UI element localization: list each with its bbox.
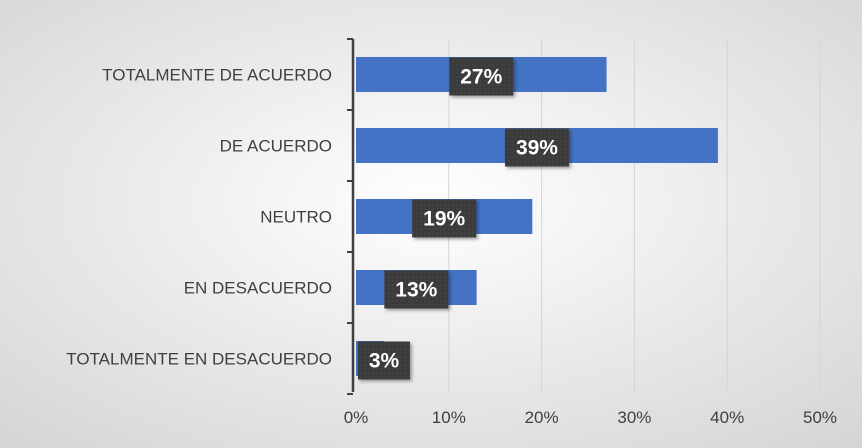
x-tick-label: 20% (525, 408, 559, 427)
data-label-box (449, 57, 514, 96)
category-label: NEUTRO (260, 208, 332, 227)
data-label: 3% (369, 350, 400, 373)
data-label-box (384, 270, 449, 309)
x-tick-labels: 0% 10% 20% 30% 40% 50% (344, 408, 837, 427)
data-label: 27% (460, 66, 502, 89)
gridlines (448, 39, 821, 392)
x-tick-label: 0% (344, 408, 369, 427)
x-tick-label: 40% (710, 408, 744, 427)
data-label: 39% (516, 137, 558, 160)
category-label: DE ACUERDO (220, 137, 332, 156)
category-label: TOTALMENTE DE ACUERDO (102, 66, 332, 85)
data-label-box (504, 128, 569, 167)
x-tick-label: 30% (617, 408, 651, 427)
category-labels: TOTALMENTE DE ACUERDO DE ACUERDO NEUTRO EN … (66, 66, 332, 369)
data-labels: 27% 39% 19% 13% 3% (358, 57, 569, 380)
data-label-box (412, 199, 477, 238)
category-axis (347, 38, 355, 395)
x-tick-label: 10% (432, 408, 466, 427)
data-label-box (358, 341, 410, 380)
data-label: 13% (395, 279, 437, 302)
category-label: TOTALMENTE EN DESACUERDO (66, 350, 332, 369)
category-label: EN DESACUERDO (184, 279, 332, 298)
data-label: 19% (423, 208, 465, 231)
x-tick-label: 50% (803, 408, 837, 427)
